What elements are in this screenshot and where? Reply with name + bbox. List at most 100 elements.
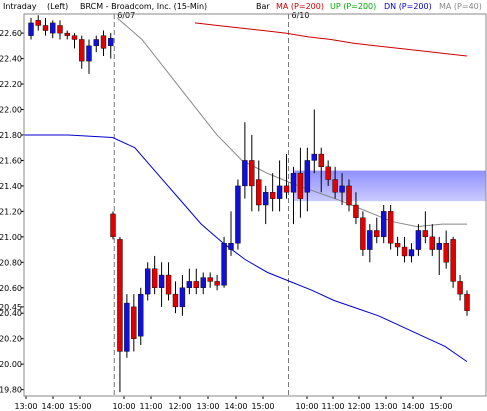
candle-body bbox=[71, 35, 78, 40]
candle bbox=[360, 211, 366, 256]
candle bbox=[429, 224, 435, 256]
candle bbox=[346, 179, 352, 212]
candle bbox=[318, 147, 324, 193]
x-tick-label: 15:00 bbox=[429, 402, 452, 411]
candle bbox=[283, 154, 290, 199]
candle bbox=[214, 275, 220, 291]
candle bbox=[235, 179, 241, 250]
candle-body bbox=[276, 185, 283, 199]
candle-body bbox=[221, 242, 227, 286]
candle bbox=[353, 192, 359, 225]
candle-body bbox=[207, 277, 213, 282]
candle bbox=[436, 236, 442, 276]
candle bbox=[28, 17, 34, 40]
candle bbox=[145, 262, 151, 301]
candle bbox=[93, 35, 99, 53]
candle bbox=[263, 185, 269, 225]
y-tick-label: 22.20 bbox=[0, 80, 22, 89]
x-tick-label: 10:00 bbox=[112, 402, 135, 411]
candle bbox=[381, 205, 387, 244]
candle bbox=[158, 262, 165, 307]
y-axis: 22.60 22.40 22.20 22.00 21.80 21.60 21.40 21.20… bbox=[0, 29, 24, 395]
highlight-zone-band bbox=[293, 170, 486, 202]
candle-body bbox=[86, 45, 92, 62]
candle-body bbox=[42, 25, 49, 31]
candle-body bbox=[50, 22, 56, 34]
candle bbox=[325, 160, 331, 186]
candle-body bbox=[443, 242, 449, 263]
candle-body bbox=[186, 281, 193, 288]
candle bbox=[242, 122, 248, 199]
candle bbox=[179, 275, 186, 316]
candle bbox=[401, 236, 408, 263]
candle bbox=[450, 236, 456, 288]
candle bbox=[138, 287, 144, 346]
candle-body bbox=[297, 172, 304, 199]
candle bbox=[276, 160, 283, 212]
y-tick-label: 21.20 bbox=[0, 207, 22, 216]
candle-body bbox=[450, 239, 456, 282]
candle-body bbox=[353, 204, 359, 218]
candle-body bbox=[422, 230, 429, 238]
candle-body bbox=[64, 32, 70, 36]
candle-body bbox=[408, 249, 415, 257]
x-tick-label: 14:00 bbox=[401, 402, 424, 411]
candle bbox=[124, 294, 130, 358]
candle-body bbox=[124, 302, 130, 352]
candle bbox=[464, 290, 470, 316]
candle bbox=[42, 17, 49, 36]
candle bbox=[422, 211, 429, 244]
x-tick-label: 13:00 bbox=[14, 402, 37, 411]
highlight-zone bbox=[293, 170, 486, 202]
candle-body bbox=[263, 192, 269, 206]
legend-dn200: DN (P=200) bbox=[384, 2, 432, 11]
chart-style-label: Bar bbox=[256, 2, 270, 11]
candle bbox=[117, 236, 123, 393]
candle-body bbox=[200, 277, 206, 288]
candle bbox=[57, 20, 63, 40]
y-tick-label: 19.80 bbox=[0, 386, 22, 395]
candle bbox=[200, 272, 206, 295]
scale-label: (Left) bbox=[47, 2, 68, 11]
y-tick-label: 21.00 bbox=[0, 233, 22, 242]
y-tick-label: 21.80 bbox=[0, 131, 22, 140]
candle bbox=[79, 35, 85, 69]
y-tick-label: 20.60 bbox=[0, 284, 22, 293]
timeframe-label: Intraday bbox=[3, 2, 37, 11]
plot-frame bbox=[23, 13, 487, 397]
candle-body bbox=[28, 22, 34, 36]
chart-header: Intraday (Left) BRCM - Broadcom, Inc. (1… bbox=[3, 2, 482, 11]
candle bbox=[339, 173, 345, 205]
candle-body bbox=[79, 39, 85, 62]
candle bbox=[131, 294, 137, 352]
candle bbox=[443, 230, 449, 269]
candle bbox=[249, 134, 255, 212]
candle-body bbox=[464, 293, 470, 311]
ma200-line bbox=[194, 22, 468, 57]
candle-body bbox=[131, 306, 137, 339]
x-tick-label: 13:00 bbox=[196, 402, 219, 411]
candle-body bbox=[193, 281, 199, 288]
candle-body bbox=[318, 153, 324, 167]
candle bbox=[86, 39, 92, 74]
legend-up200: UP (P=200) bbox=[330, 2, 376, 11]
y-tick-label: 22.40 bbox=[0, 55, 22, 64]
candle-body bbox=[367, 230, 373, 250]
candle bbox=[165, 262, 172, 301]
candle-body bbox=[283, 185, 290, 193]
x-tick-label: 13:00 bbox=[374, 402, 397, 411]
candle-body bbox=[165, 274, 172, 295]
candle-body bbox=[387, 211, 394, 244]
candle-body bbox=[179, 287, 186, 308]
y-tick-label: 20.20 bbox=[0, 335, 22, 344]
y-tick-label: 20.45 bbox=[0, 303, 22, 312]
x-tick-label: 15:00 bbox=[68, 402, 91, 411]
candle-body bbox=[290, 172, 297, 193]
candles bbox=[28, 15, 470, 393]
x-tick-label: 14:00 bbox=[224, 402, 247, 411]
candle bbox=[415, 224, 422, 256]
x-tick-label: 10:00 bbox=[295, 402, 318, 411]
candle-body bbox=[100, 35, 107, 49]
candle-body bbox=[311, 153, 317, 161]
candle bbox=[35, 15, 41, 31]
